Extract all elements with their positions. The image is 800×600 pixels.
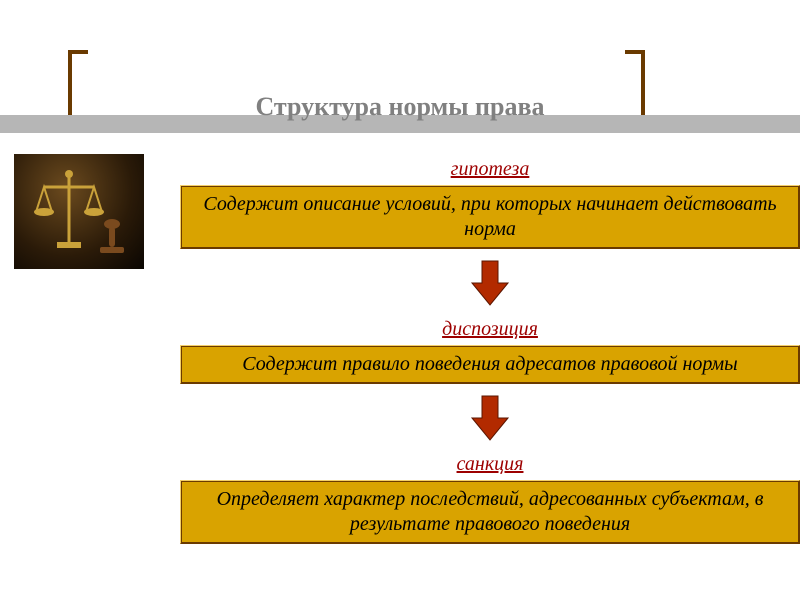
scales-of-justice-image — [14, 154, 144, 269]
block-box-sanction: Определяет характер последствий, адресов… — [180, 480, 800, 544]
scales-icon — [24, 162, 134, 262]
slide-title: Структура нормы права — [0, 92, 800, 122]
arrow-1 — [180, 259, 800, 312]
block-box-hypothesis: Содержит описание условий, при которых н… — [180, 185, 800, 249]
block-label-disposition: диспозиция — [180, 318, 800, 341]
flow-diagram: гипотеза Содержит описание условий, при … — [180, 158, 800, 544]
block-label-hypothesis: гипотеза — [180, 158, 800, 181]
block-box-disposition: Содержит правило поведения адресатов пра… — [180, 345, 800, 384]
block-label-sanction: санкция — [180, 453, 800, 476]
arrow-down-icon — [470, 259, 510, 307]
arrow-down-icon — [470, 394, 510, 442]
arrow-2 — [180, 394, 800, 447]
